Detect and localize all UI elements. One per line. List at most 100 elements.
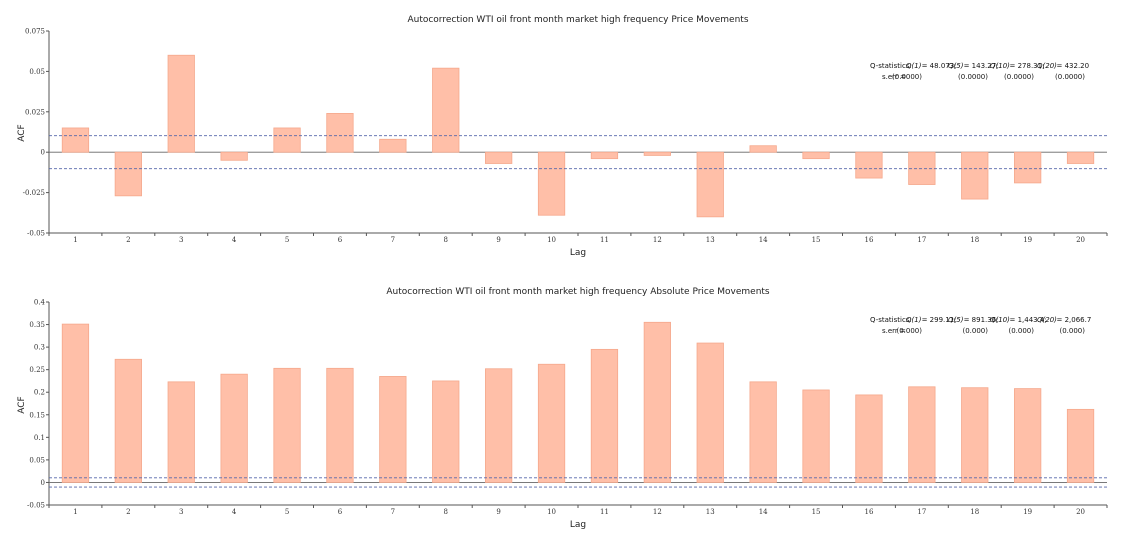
y-tick-label: 0.25: [29, 366, 45, 374]
qstat-name: Q(1): [906, 316, 922, 324]
y-tick-label: -0.025: [23, 189, 45, 197]
qstat-value: = 2,066.7: [1057, 316, 1092, 324]
acf-bar: [326, 113, 354, 153]
serr-label: s.err =: [882, 327, 906, 335]
acf-bar: [273, 127, 301, 153]
acf-bar: [696, 151, 724, 218]
x-tick-label: 5: [285, 236, 289, 244]
acf-bar: [1066, 151, 1095, 164]
y-tick-label: 0.05: [29, 68, 45, 76]
acf-bar: [61, 323, 90, 483]
x-tick-label: 19: [1023, 508, 1032, 516]
y-tick-label: 0: [41, 479, 45, 487]
qstat-value: = 299.11;: [922, 316, 957, 324]
y-tick-label: 0.05: [29, 456, 45, 464]
qstat-name: Q(10): [990, 62, 1010, 70]
qstat-serr: (0.000): [896, 327, 922, 335]
qstat-value: = 143.27;: [964, 62, 999, 70]
acf-bar: [220, 373, 248, 483]
x-tick-label: 6: [338, 236, 343, 244]
qstat-serr: (0.000): [1008, 327, 1034, 335]
y-tick-label: -0.05: [27, 502, 45, 510]
y-tick-label: -0.05: [27, 230, 45, 238]
qstat-value: = 432.20: [1057, 62, 1090, 70]
acf-bar: [326, 367, 354, 483]
qstat-serr: (0.0000): [1055, 73, 1085, 81]
qstat-serr: (0.0000): [892, 73, 922, 81]
acf-bar: [432, 67, 460, 153]
x-tick-label: 14: [759, 508, 768, 516]
qstat-name: Q(5): [948, 62, 964, 70]
acf-bar: [167, 54, 195, 153]
acf-bar: [855, 151, 883, 179]
x-tick-label: 9: [496, 508, 500, 516]
qstat-value: = 48.073;: [922, 62, 957, 70]
qstats-label: Q-statistics:: [870, 316, 912, 324]
x-tick-label: 15: [812, 236, 821, 244]
y-tick-label: 0.35: [29, 321, 45, 329]
x-tick-label: 5: [285, 508, 289, 516]
x-tick-label: 17: [917, 236, 926, 244]
y-tick-label: 0.1: [34, 434, 45, 442]
qstat-name: Q(10): [990, 316, 1010, 324]
x-tick-label: 1: [73, 508, 77, 516]
y-tick-label: 0.3: [34, 344, 45, 352]
x-tick-label: 12: [653, 508, 662, 516]
acf-bar: [590, 348, 619, 483]
qstats-label: Q-statistics:: [870, 62, 912, 70]
x-tick-label: 17: [917, 508, 926, 516]
x-tick-label: 3: [179, 508, 183, 516]
x-tick-label: 2: [126, 236, 130, 244]
acf-bar: [485, 368, 513, 483]
acf-bar: [855, 394, 883, 483]
qstat-name: Q(20): [1037, 316, 1057, 324]
x-tick-label: 7: [391, 236, 395, 244]
x-tick-label: 3: [179, 236, 183, 244]
x-tick-label: 16: [864, 508, 873, 516]
qstat-serr: (0.0000): [958, 73, 988, 81]
acf-bar: [749, 145, 777, 153]
acf-bar: [114, 358, 142, 483]
acf-bar: [696, 342, 724, 483]
acf-bar: [1014, 388, 1042, 483]
acf-bar: [537, 363, 566, 483]
x-tick-label: 10: [547, 236, 556, 244]
acf-bar: [1066, 408, 1095, 483]
acf-bar: [590, 151, 619, 160]
acf-bar: [220, 151, 248, 161]
qstat-name: Q(5): [948, 316, 964, 324]
acf-bar: [485, 151, 513, 164]
acf-bar: [61, 127, 90, 153]
y-tick-label: 0.075: [25, 28, 45, 36]
y-axis-label: ACF: [17, 124, 27, 141]
x-tick-label: 16: [864, 236, 873, 244]
y-tick-label: 0.025: [25, 108, 45, 116]
chart-title: Autocorrection WTI oil front month marke…: [407, 15, 748, 25]
x-tick-label: 13: [706, 508, 715, 516]
x-tick-label: 20: [1076, 508, 1085, 516]
y-axis-label: ACF: [17, 396, 27, 413]
qstat-name: Q(1): [906, 62, 922, 70]
acf-bar: [537, 151, 566, 216]
x-tick-label: 11: [600, 236, 609, 244]
x-axis-label: Lag: [570, 520, 586, 530]
x-tick-label: 20: [1076, 236, 1085, 244]
qstat-serr: (0.000): [962, 327, 988, 335]
acf-bar: [114, 151, 142, 197]
x-tick-label: 4: [232, 508, 237, 516]
y-tick-label: 0.2: [34, 389, 45, 397]
x-tick-label: 12: [653, 236, 662, 244]
qstat-value: = 891.36;: [964, 316, 999, 324]
qstat-value: = 1,443.4;: [1010, 316, 1047, 324]
x-tick-label: 8: [444, 236, 448, 244]
qstat-serr: (0.000): [1059, 327, 1085, 335]
qstat-name: Q(20): [1037, 62, 1057, 70]
x-tick-label: 10: [547, 508, 556, 516]
x-tick-label: 18: [970, 508, 979, 516]
acf-bar: [167, 381, 195, 483]
x-tick-label: 7: [391, 508, 395, 516]
acf-bar: [379, 138, 407, 153]
x-tick-label: 13: [706, 236, 715, 244]
x-tick-label: 4: [232, 236, 237, 244]
